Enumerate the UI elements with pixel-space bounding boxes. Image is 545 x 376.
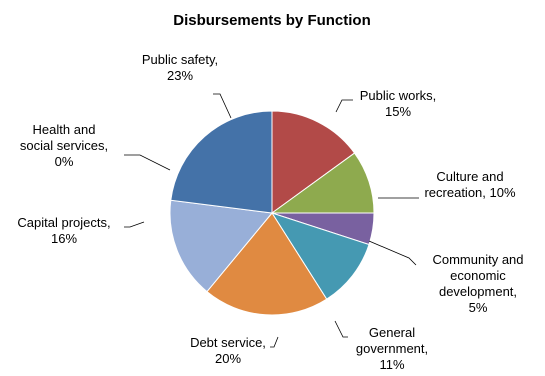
slice-label-line: Culture and (436, 169, 503, 184)
leader-line (270, 336, 279, 348)
leader-line (213, 93, 232, 119)
leader-line (368, 240, 417, 266)
slice-label-line: development, (439, 284, 517, 299)
slice-label-line: Public works, (360, 88, 437, 103)
leader-line (335, 99, 353, 113)
slice-label-line: recreation, 10% (424, 185, 515, 200)
pie-slice-capital-projects (169, 199, 273, 293)
leader-line (124, 154, 171, 171)
slice-label-line: 15% (385, 104, 411, 119)
slice-label: General government, 11% (356, 325, 428, 372)
slice-label: Health and social services, 0% (20, 122, 108, 169)
slice-label-line: 23% (167, 68, 193, 83)
slice-labels: Public works, 15% Culture and recreation, 1… (17, 52, 523, 372)
slice-label-line: Health and (33, 122, 96, 137)
slice-label-line: 5% (469, 300, 488, 315)
slice-label: Capital projects, 16% (17, 215, 110, 246)
slice-label: Community and economic development, 5% (432, 252, 523, 315)
slice-label-line: 0% (55, 154, 74, 169)
slice-label-line: social services, (20, 138, 108, 153)
pie-slice-general-government (270, 212, 370, 300)
pie-slice-debt-service (206, 212, 328, 316)
slice-label-line: government, (356, 341, 428, 356)
slice-label-line: 16% (51, 231, 77, 246)
leader-lines (124, 93, 419, 348)
slice-label: Public safety, 23% (142, 52, 218, 83)
slice-label-line: Debt service, (190, 335, 266, 350)
slice-label: Culture and recreation, 10% (424, 169, 515, 200)
slice-label-line: 11% (379, 357, 404, 372)
slice-label-line: Capital projects, (17, 215, 110, 230)
pie-slices (169, 110, 375, 316)
slice-label-line: Community and (432, 252, 523, 267)
chart-title: Disbursements by Function (173, 12, 371, 29)
slice-label: Debt service, 20% (190, 335, 266, 366)
pie-slice-public-works (271, 110, 356, 214)
pie-slice-public-safety (170, 110, 273, 214)
slice-label-line: General (369, 325, 415, 340)
slice-label-line: Public safety, (142, 52, 218, 67)
slice-label: Public works, 15% (360, 88, 437, 119)
leader-line (334, 320, 348, 338)
slice-label-line: 20% (215, 351, 241, 366)
leader-line (124, 221, 145, 228)
slice-label-line: economic (450, 268, 506, 283)
